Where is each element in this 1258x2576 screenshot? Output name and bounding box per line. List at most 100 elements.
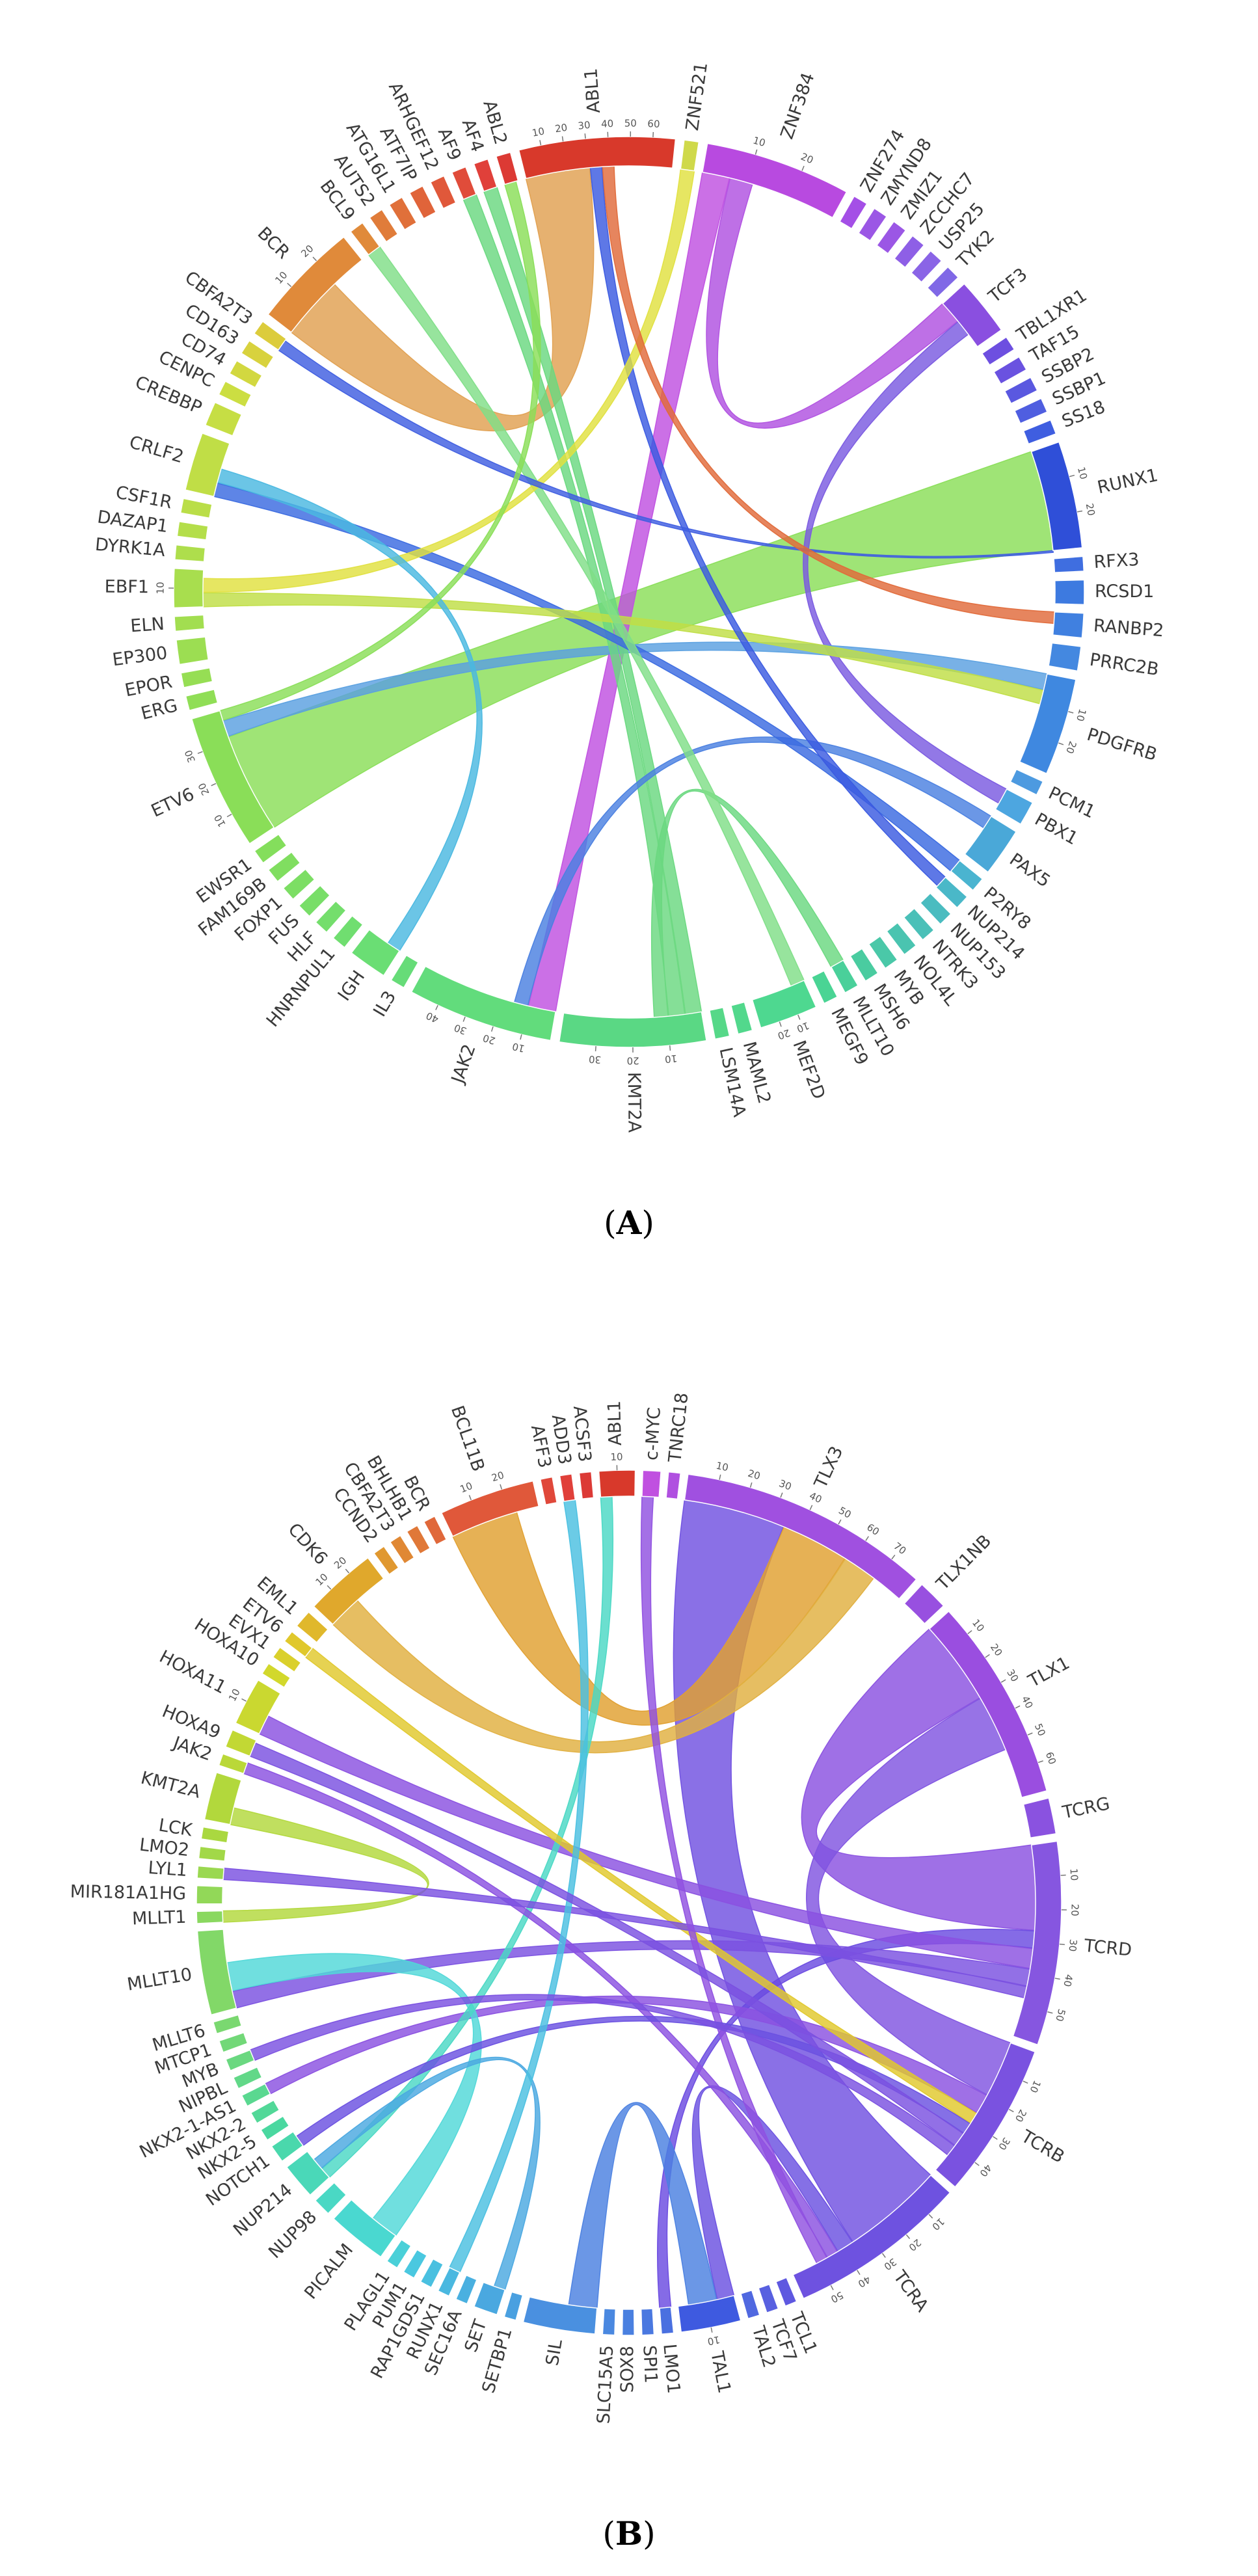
tick-mark — [462, 1016, 466, 1022]
segment-arc-acsf3 — [578, 1471, 595, 1499]
tick-mark — [241, 1698, 247, 1702]
segment-arc-sox8 — [621, 2309, 635, 2336]
segment-arc-nup153 — [919, 892, 952, 925]
gene-label-pax5: PAX5 — [1006, 850, 1054, 892]
segment-arc-aff3 — [539, 1476, 558, 1506]
tick-label: 10 — [706, 2333, 721, 2347]
gene-label-nup98: NUP98 — [265, 2207, 321, 2262]
gene-label-znf521: ZNF521 — [682, 61, 712, 132]
segment-arc-maml2 — [730, 1001, 753, 1035]
tick-label: 20 — [988, 1641, 1005, 1658]
tick-label: 30 — [882, 2256, 899, 2273]
segment-arc-tbl1xr1 — [981, 336, 1015, 366]
segment-mllt10: MLLT10 — [126, 1929, 237, 2016]
segment-arc-bcr — [423, 1515, 448, 1546]
tick-label: 20 — [799, 151, 816, 167]
tick-mark — [749, 1482, 753, 1488]
panel-a-label: (A) — [604, 1203, 654, 1242]
gene-label-epor: EPOR — [123, 672, 174, 701]
segment-lmo1: LMO1 — [659, 2306, 684, 2395]
tick-mark — [561, 136, 564, 142]
tick-mark — [719, 1474, 721, 1480]
tick-mark — [211, 783, 217, 786]
segment-arc-spi1 — [640, 2308, 655, 2336]
tick-mark — [312, 256, 317, 262]
tick-label: 40 — [807, 1490, 823, 1505]
tick-mark — [1027, 1732, 1033, 1736]
gene-label-cdk6: CDK6 — [284, 1520, 331, 1569]
segment-arc-atg16l1 — [388, 196, 418, 231]
segment-arc-cenpc — [218, 381, 252, 408]
segment-arc-lyl1 — [196, 1865, 225, 1881]
segment-arc-tcrd — [1012, 1840, 1062, 2046]
tick-mark — [1008, 2108, 1014, 2113]
tick-mark — [881, 2253, 886, 2258]
links-layer — [222, 1496, 1036, 2309]
tick-mark — [967, 1630, 972, 1635]
tick-label: 10 — [1074, 708, 1088, 723]
gene-label-tcrg: TCRG — [1060, 1793, 1112, 1823]
segment-af4: AF4 — [458, 116, 498, 193]
tick-mark — [755, 149, 758, 155]
gene-label-ebf1: EBF1 — [105, 577, 150, 598]
segment-arc-tcl1 — [775, 2277, 797, 2307]
gene-label-tcf3: TCF3 — [984, 264, 1031, 307]
segment-arc-rfx3 — [1053, 556, 1085, 573]
segment-arc-nkx2-1-as1 — [241, 2083, 271, 2107]
segment-arc-ntrk3 — [903, 907, 935, 941]
tick-mark — [780, 1492, 783, 1498]
segment-arc-mir181a1hg — [196, 1885, 224, 1905]
tick-mark — [1015, 1705, 1021, 1709]
segment-arc-mllt6 — [212, 2014, 243, 2035]
tick-mark — [779, 1021, 782, 1027]
segment-tlx1nb: TLX1NB — [903, 1531, 995, 1625]
gene-label-crlf2: CRLF2 — [127, 432, 186, 467]
segment-arc-ebf1 — [173, 567, 204, 609]
gene-label-dyrk1a: DYRK1A — [94, 535, 167, 561]
gene-label-rcsd1: RCSD1 — [1095, 582, 1154, 602]
tick-label: 20 — [1069, 1904, 1080, 1916]
segment-arc-runx1 — [437, 2266, 461, 2297]
link-kmt2a-mllt1 — [222, 1807, 429, 1923]
segment-arc-tcrg — [1023, 1797, 1057, 1839]
segment-arc-cd74 — [228, 360, 263, 388]
segment-arc-usp25 — [910, 250, 943, 283]
gene-label-slc15a5: SLC15A5 — [594, 2344, 618, 2424]
tick-mark — [1068, 711, 1074, 714]
segment-arc-p2ry8 — [950, 859, 984, 891]
tick-label: 50 — [829, 2289, 845, 2305]
segment-arc-mllt10 — [196, 1929, 237, 2016]
tick-mark — [838, 1519, 842, 1525]
gene-label-igh: IGH — [334, 967, 369, 1004]
segment-tal1: 10 TAL1 — [677, 2294, 742, 2395]
gene-label-dazap1: DAZAP1 — [96, 507, 169, 537]
segment-arc-bcr — [267, 236, 363, 333]
tick-label: 10 — [226, 1687, 243, 1703]
tick-mark — [830, 2285, 834, 2290]
segment-tcrd: 10 20 30 40 50 TCRD — [1012, 1840, 1132, 2046]
segment-arc-notch1 — [271, 2130, 304, 2162]
segment-arc-rap1gds1 — [420, 2258, 444, 2288]
segment-arc-set — [473, 2281, 506, 2316]
tick-mark — [1037, 1760, 1043, 1764]
tick-mark — [891, 1554, 896, 1560]
tick-mark — [1054, 1978, 1060, 1980]
tick-label: 50 — [836, 1505, 853, 1521]
gene-label-spi1: SPI1 — [639, 2345, 661, 2384]
gene-label-set: SET — [461, 2316, 491, 2355]
segment-arc-tcf3 — [942, 283, 1002, 348]
segment-arc-hoxa9 — [224, 1729, 258, 1757]
tick-mark — [539, 140, 542, 146]
gene-label-mef2d: MEF2D — [788, 1038, 829, 1102]
tick-label: 10 — [1068, 1868, 1080, 1881]
segment-lyl1: LYL1 — [148, 1858, 225, 1881]
segment-arc-c-myc — [641, 1469, 662, 1498]
segment-arc-nup214 — [935, 876, 968, 909]
segment-arc-zmiz1 — [876, 221, 907, 254]
gene-label-c-myc: c-MYC — [642, 1406, 665, 1460]
tick-mark — [345, 1568, 350, 1574]
segment-arc-lmo2 — [198, 1845, 227, 1862]
segment-rcsd1: RCSD1 — [1054, 579, 1154, 606]
segment-arc-bcl11b — [440, 1480, 540, 1537]
segment-arc-tcf7 — [758, 2283, 779, 2314]
